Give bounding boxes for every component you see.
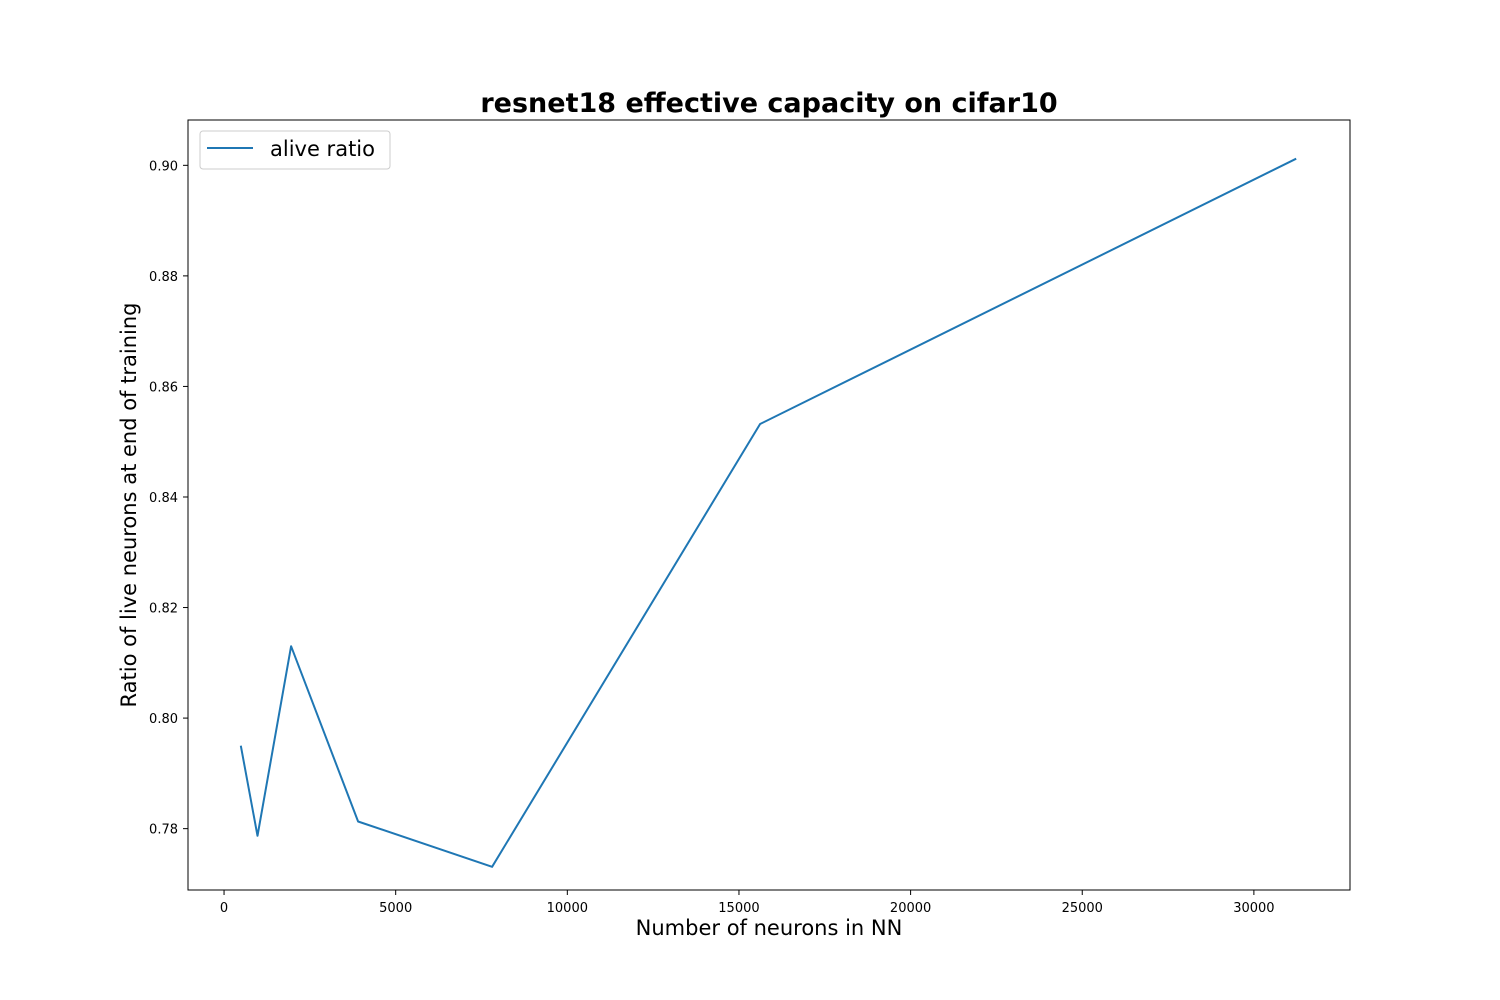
x-tick-label: 10000 bbox=[547, 901, 588, 916]
x-tick-label: 15000 bbox=[718, 901, 759, 916]
chart-title: resnet18 effective capacity on cifar10 bbox=[480, 88, 1057, 119]
y-tick-label: 0.78 bbox=[149, 823, 178, 838]
y-tick-label: 0.90 bbox=[149, 159, 178, 174]
y-tick-label: 0.88 bbox=[149, 270, 178, 285]
y-axis-label: Ratio of live neurons at end of training bbox=[117, 303, 141, 708]
y-tick-label: 0.82 bbox=[149, 602, 178, 617]
plot-frame bbox=[187, 119, 1351, 891]
y-tick-label: 0.86 bbox=[149, 380, 178, 395]
x-tick-label: 25000 bbox=[1062, 901, 1103, 916]
x-axis-label: Number of neurons in NN bbox=[636, 916, 903, 940]
x-tick-label: 5000 bbox=[379, 901, 412, 916]
series-line-alive-ratio bbox=[239, 157, 1297, 868]
x-tick-label: 30000 bbox=[1233, 901, 1274, 916]
x-axis: 0 5000 10000 15000 20000 25000 30000 bbox=[220, 890, 1275, 916]
x-tick-label: 20000 bbox=[890, 901, 931, 916]
y-tick-label: 0.84 bbox=[149, 491, 178, 506]
plot-area bbox=[187, 119, 1351, 891]
legend: alive ratio bbox=[199, 130, 391, 170]
y-axis: 0.78 0.80 0.82 0.84 0.86 0.88 0.90 bbox=[149, 159, 188, 838]
legend-box bbox=[199, 130, 391, 170]
x-tick-label: 0 bbox=[220, 901, 228, 916]
y-tick-label: 0.80 bbox=[149, 712, 178, 727]
legend-label: alive ratio bbox=[270, 137, 375, 161]
